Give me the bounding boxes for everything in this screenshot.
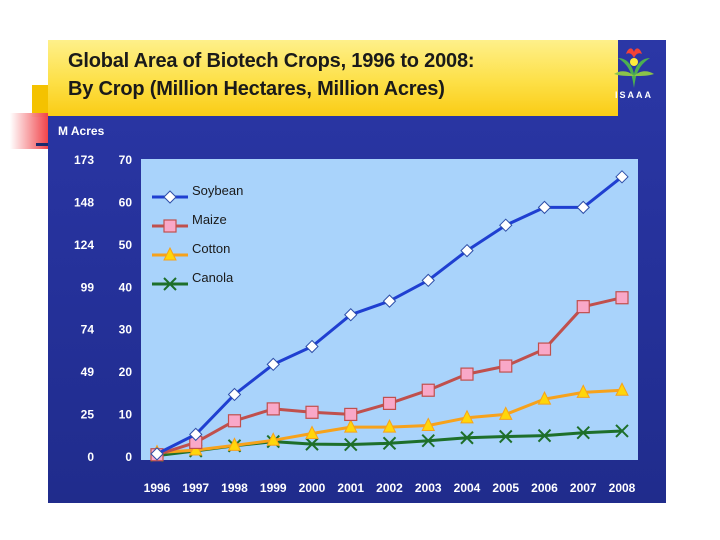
x-tick-label: 2007	[570, 481, 597, 495]
cotton-marker	[537, 391, 552, 405]
soybean-marker	[382, 294, 397, 308]
y-tick-label: 10	[119, 408, 133, 422]
soybean-marker	[537, 200, 552, 215]
secondary-axis-title: M Acres	[58, 124, 105, 138]
maize-marker	[576, 300, 590, 314]
y-tick-label: 40	[119, 280, 133, 294]
soybean-marker	[344, 308, 358, 322]
soybean-marker	[266, 357, 280, 372]
soybean-marker	[163, 190, 177, 204]
cotton-marker	[421, 417, 436, 431]
cotton-marker	[266, 432, 281, 446]
maize-marker	[615, 291, 629, 305]
cotton-marker	[188, 441, 203, 456]
x-tick-label: 1999	[260, 481, 287, 495]
y2-tick-label: 99	[81, 280, 95, 294]
maize-marker	[537, 342, 552, 356]
x-tick-label: 2005	[492, 481, 519, 495]
y2-tick-label: 25	[81, 408, 95, 422]
cotton-marker	[305, 425, 319, 440]
x-tick-label: 2004	[454, 481, 481, 495]
decorative-line	[36, 143, 50, 146]
cotton-marker	[163, 246, 177, 261]
y2-tick-label: 148	[74, 195, 94, 209]
canola-marker	[576, 425, 590, 440]
y-tick-label: 20	[119, 365, 133, 379]
decorative-yellow-block	[32, 85, 50, 117]
soybean-marker	[576, 200, 590, 215]
y-tick-label: 30	[119, 323, 133, 337]
canola-marker	[163, 277, 177, 291]
maize-marker	[499, 359, 513, 373]
canola-marker	[382, 436, 397, 450]
legend-label-cotton: Cotton	[192, 241, 230, 256]
y2-tick-label: 124	[74, 238, 94, 252]
canola-marker	[499, 429, 513, 444]
soybean-marker	[499, 218, 513, 232]
canola-marker	[344, 437, 358, 452]
cotton-marker	[576, 384, 591, 398]
cotton-marker	[343, 419, 358, 433]
cotton-marker	[227, 437, 242, 451]
legend-label-canola: Canola	[192, 270, 234, 285]
y-tick-label: 60	[119, 195, 133, 209]
y2-tick-label: 0	[87, 450, 94, 464]
cotton-marker	[460, 409, 474, 424]
maize-marker	[344, 407, 358, 422]
soybean-marker	[460, 243, 474, 258]
soybean-marker	[189, 427, 203, 442]
x-tick-label: 2000	[299, 481, 326, 495]
x-tick-label: 2001	[337, 481, 364, 495]
x-tick-label: 2003	[415, 481, 442, 495]
isaaa-logo-icon	[614, 48, 654, 88]
canola-marker	[421, 434, 435, 448]
maize-marker	[460, 367, 474, 381]
soybean-marker	[305, 339, 319, 354]
canola-marker	[460, 431, 474, 445]
x-tick-label: 1996	[144, 481, 171, 495]
maize-marker	[266, 402, 280, 416]
y2-tick-label: 74	[81, 323, 95, 337]
maize-marker	[163, 219, 177, 233]
soybean-marker	[421, 273, 435, 288]
title-line-2: By Crop (Million Hectares, Million Acres…	[68, 78, 445, 100]
maize-marker	[382, 396, 397, 410]
cotton-marker	[615, 382, 629, 396]
canola-marker	[305, 437, 319, 451]
y-tick-label: 50	[119, 238, 133, 252]
maize-marker	[227, 414, 242, 428]
maize-marker	[421, 383, 435, 397]
x-tick-label: 2006	[531, 481, 558, 495]
soybean-marker	[150, 447, 164, 461]
canola-marker	[537, 428, 552, 443]
cotton-marker	[498, 406, 513, 420]
x-tick-label: 1997	[182, 481, 209, 495]
logo-text: ISAAA	[614, 90, 653, 100]
soybean-marker	[615, 170, 629, 184]
title-line-1: Global Area of Biotech Crops, 1996 to 20…	[68, 50, 475, 72]
y-tick-label: 70	[119, 153, 133, 167]
chart-slide: Global Area of Biotech Crops, 1996 to 20…	[48, 40, 666, 503]
line-chart: 0 0 10 25 20 49 30 74 40 99 50 124 60 148 70 173 1996 199…	[74, 153, 638, 495]
y2-tick-label: 173	[74, 153, 94, 167]
cotton-marker	[382, 419, 397, 433]
title-box: Global Area of Biotech Crops, 1996 to 20…	[48, 40, 618, 116]
x-tick-label: 2002	[376, 481, 403, 495]
soybean-marker	[227, 387, 242, 402]
isaaa-logo	[608, 44, 660, 106]
y-tick-label: 0	[125, 450, 132, 464]
legend-label-soybean: Soybean	[192, 183, 243, 198]
x-tick-label: 2008	[609, 481, 636, 495]
canola-marker	[615, 424, 629, 438]
x-tick-label: 1998	[221, 481, 248, 495]
y2-tick-label: 49	[81, 365, 95, 379]
legend-label-maize: Maize	[192, 212, 227, 227]
maize-marker	[305, 405, 319, 419]
